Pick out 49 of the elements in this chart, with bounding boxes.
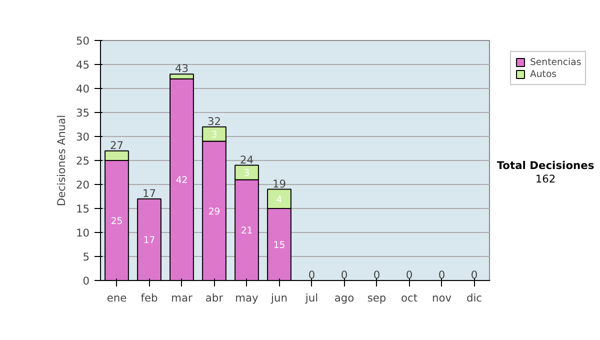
x-tick-label: jun xyxy=(270,292,288,304)
y-tick-label: 25 xyxy=(76,154,90,168)
total-label: 0 xyxy=(406,268,413,282)
text: 162 xyxy=(535,172,556,186)
y-tick-label: 5 xyxy=(82,250,90,264)
legend-label: Autos xyxy=(530,68,557,80)
total-label: 0 xyxy=(470,268,478,282)
x-tick-label: oct xyxy=(400,292,418,304)
y-tick-label: 50 xyxy=(76,34,90,48)
y-tick-label: 0 xyxy=(82,274,90,288)
x-tick-label: may xyxy=(235,292,258,304)
x-tick-label: sep xyxy=(367,292,386,304)
x-tick-label: nov xyxy=(432,292,452,304)
data-label: 29 xyxy=(208,206,220,218)
x-tick-label: dic xyxy=(466,292,482,304)
total-label: 0 xyxy=(340,268,348,282)
total-label: 0 xyxy=(308,268,316,282)
x-tick-label: ago xyxy=(334,292,354,304)
y-tick-label: 35 xyxy=(76,106,90,120)
legend-label: Sentencias xyxy=(530,56,582,68)
data-label: 21 xyxy=(240,226,253,237)
y-axis-title: Decisiones Anual xyxy=(54,114,68,206)
y-tick-label: 30 xyxy=(76,130,90,144)
y-tick-label: 45 xyxy=(76,58,90,72)
total-label: 19 xyxy=(272,177,286,190)
data-label: 15 xyxy=(273,240,286,251)
total-label: 0 xyxy=(373,268,380,282)
data-label: 42 xyxy=(176,175,188,186)
total-label: 17 xyxy=(142,186,156,200)
x-tick-label: ene xyxy=(106,292,127,304)
total-label: 32 xyxy=(207,114,222,128)
x-tick-label: jul xyxy=(304,292,318,304)
total-label: 0 xyxy=(438,268,446,282)
data-label: 25 xyxy=(110,216,123,227)
text: Total Decisiones xyxy=(496,158,594,172)
total-label: 43 xyxy=(174,62,189,76)
y-tick-label: 20 xyxy=(76,178,90,192)
x-tick-label: abr xyxy=(205,292,224,304)
data-label: 3 xyxy=(211,130,218,141)
data-label: 3 xyxy=(244,168,250,179)
y-tick-label: 10 xyxy=(76,226,90,240)
x-tick-label: feb xyxy=(140,292,158,304)
y-tick-label: 40 xyxy=(76,82,90,96)
y-tick-label: 15 xyxy=(76,202,90,216)
data-label: 17 xyxy=(143,235,156,246)
total-label: 27 xyxy=(110,138,124,152)
x-tick-label: mar xyxy=(171,292,194,304)
data-label: 4 xyxy=(276,194,282,206)
total-label: 24 xyxy=(240,153,254,166)
